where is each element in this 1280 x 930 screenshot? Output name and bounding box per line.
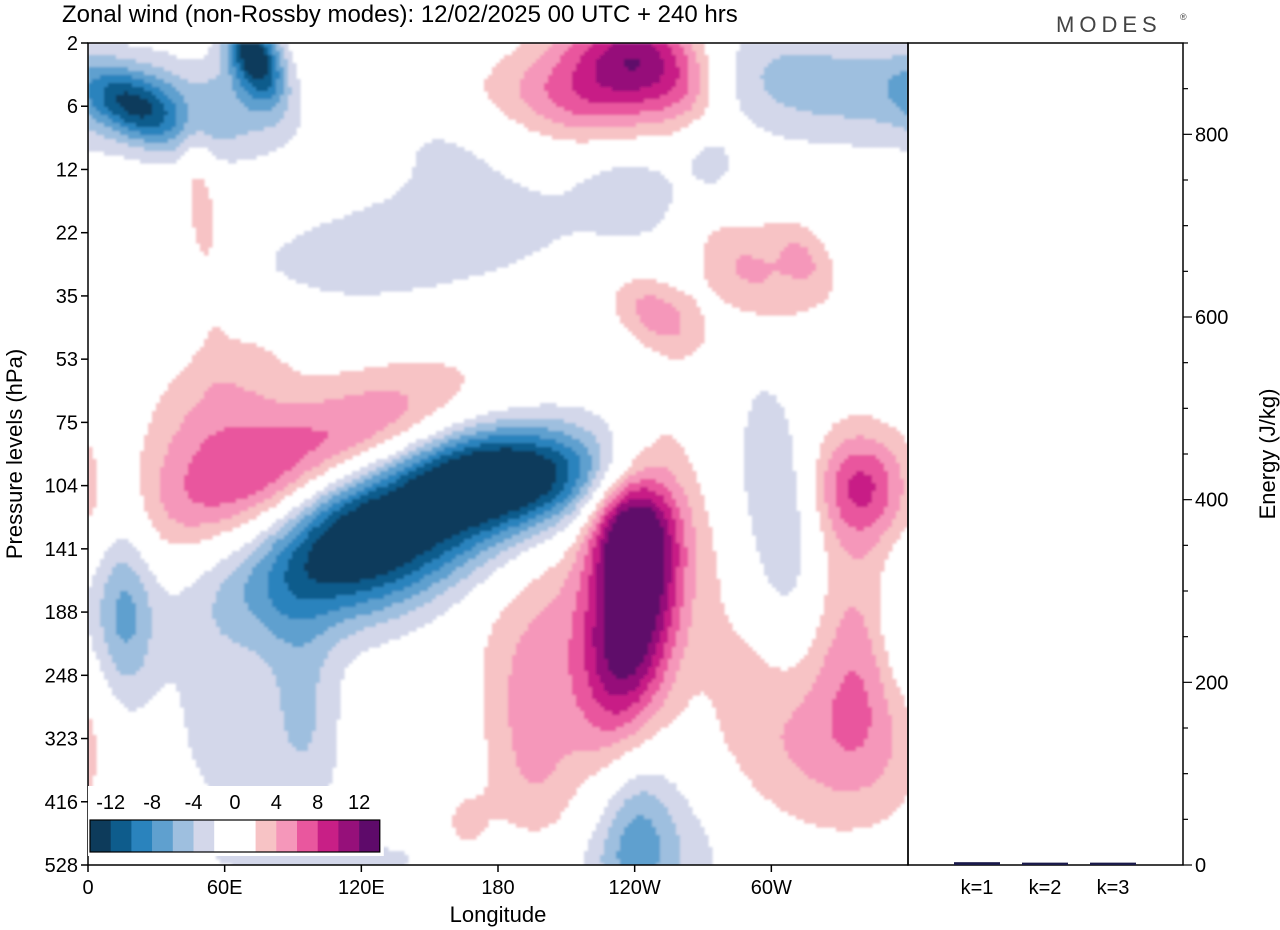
y-axis: 2 6 12 22 35 53 75 104 141 188 248 323 416 528: [45, 33, 88, 877]
y-tick-label: 6: [67, 96, 78, 118]
colorbar-frame: [89, 819, 381, 853]
y-tick-label: 12: [56, 159, 78, 181]
y-tick-label: 53: [56, 349, 78, 371]
x-tick-label: 60E: [207, 877, 243, 899]
energy-category-label: k=3: [1097, 877, 1130, 899]
colorbar-swatch: [90, 820, 111, 852]
x-axis-label: Longitude: [450, 902, 547, 927]
y-axis-label: Pressure levels (hPa): [2, 349, 27, 559]
energy-category-label: k=1: [961, 877, 994, 899]
y-tick-label: 104: [45, 476, 78, 498]
colorbar: -12 -8 -4 0 4 8 12: [88, 786, 384, 856]
colorbar-swatch: [131, 820, 153, 852]
colorbar-label: 12: [348, 792, 370, 814]
colorbar-swatch: [255, 820, 277, 852]
energy-bar-k=3: [1090, 862, 1136, 865]
colorbar-swatch: [297, 820, 318, 852]
x-tick-label: 120W: [609, 877, 661, 899]
y-tick-label: 248: [45, 665, 78, 687]
colorbar-label: 4: [271, 792, 282, 814]
colorbar-swatch: [172, 820, 194, 852]
energy-tick-label: 400: [1195, 490, 1228, 512]
energy-axis: 0 200 400 600 800: [1183, 42, 1228, 877]
y-tick-label: 35: [56, 286, 78, 308]
x-tick-label: 180: [481, 877, 514, 899]
energy-tick-label: 0: [1195, 855, 1206, 877]
colorbar-swatch: [214, 820, 236, 852]
colorbar-swatch: [359, 820, 381, 852]
energy-bar-k=2: [1022, 862, 1068, 865]
energy-panel-frame: [907, 42, 1184, 866]
x-tick-label: 120E: [338, 877, 385, 899]
x-tick-label: 0: [82, 877, 93, 899]
energy-tick-label: 200: [1195, 672, 1228, 694]
y-tick-label: 528: [45, 855, 78, 877]
y-tick-label: 2: [67, 33, 78, 55]
colorbar-swatch: [193, 820, 215, 852]
energy-tick-label: 600: [1195, 307, 1228, 329]
x-axis: 0 60E 120E 180 120W 60W: [82, 865, 792, 899]
colorbar-label: -8: [143, 792, 161, 814]
colorbar-swatch: [152, 820, 174, 852]
colorbar-label: -4: [185, 792, 203, 814]
colorbar-swatch: [110, 820, 132, 852]
energy-category-label: k=2: [1029, 877, 1062, 899]
energy-bars: k=1 k=2 k=3: [954, 862, 1136, 899]
y-tick-label: 416: [45, 792, 78, 814]
energy-bar-k=1: [954, 862, 1000, 865]
energy-tick-label: 800: [1195, 124, 1228, 146]
y-tick-label: 141: [45, 539, 78, 561]
colorbar-swatch: [317, 820, 339, 852]
y-tick-label: 22: [56, 223, 78, 245]
logo-registered-mark: ®: [1180, 12, 1187, 22]
colorbar-swatch: [276, 820, 298, 852]
colorbar-label: 8: [312, 792, 323, 814]
y-tick-label: 188: [45, 602, 78, 624]
y-tick-label: 323: [45, 729, 78, 751]
colorbar-swatch: [234, 820, 256, 852]
heatmap-field: [88, 43, 908, 865]
energy-axis-label: Energy (J/kg): [1255, 389, 1280, 520]
chart-title: Zonal wind (non-Rossby modes): 12/02/202…: [62, 1, 738, 28]
x-tick-label: 60W: [751, 877, 792, 899]
colorbar-label: 0: [229, 792, 240, 814]
colorbar-label: -12: [96, 792, 125, 814]
heatmap-cells: [88, 43, 908, 865]
colorbar-swatch: [338, 820, 360, 852]
y-tick-label: 75: [56, 412, 78, 434]
modes-logo: MODES: [1056, 12, 1162, 37]
